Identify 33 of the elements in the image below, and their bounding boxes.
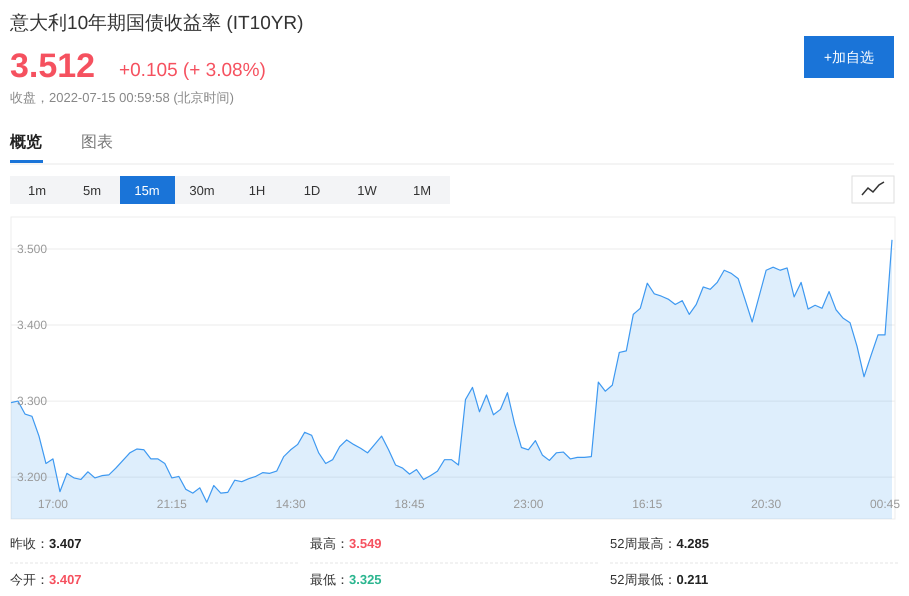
text: 52周最低：0.211: [610, 572, 708, 587]
y-tick-label: 3.400: [17, 318, 48, 332]
text: 1H: [248, 183, 266, 198]
text: 今开：3.407: [10, 572, 82, 587]
x-tick-label: 20:30: [751, 497, 782, 511]
y-tick-label: 3.500: [17, 242, 48, 256]
y-tick-label: 3.200: [17, 470, 48, 484]
text: 1M: [412, 183, 432, 198]
x-tick-label: 16:15: [632, 497, 663, 511]
text: 5m: [82, 183, 102, 198]
x-tick-label: 00:45: [870, 497, 900, 511]
text: 1W: [357, 183, 378, 198]
x-tick-label: 23:00: [513, 497, 544, 511]
x-tick-label: 21:15: [156, 497, 188, 511]
text: +0.105 (+ 3.08%): [119, 60, 266, 81]
text: 3.512: [10, 47, 96, 85]
text: 图表: [81, 133, 113, 151]
text: 52周最高：4.285: [610, 536, 710, 551]
text: 概览: [9, 133, 42, 151]
text: 30m: [189, 183, 215, 198]
text: 收盘，2022-07-15 00:59:58 (北京时间): [10, 90, 234, 105]
x-tick-label: 14:30: [276, 497, 306, 511]
x-tick-label: 18:45: [394, 497, 425, 511]
text: 15m: [134, 183, 160, 198]
x-tick-label: 17:00: [38, 497, 68, 511]
chart-title: 意大利10年期国债收益率 (IT10YR): [9, 12, 304, 34]
text: 1D: [304, 183, 320, 198]
text: 最高：3.549: [310, 536, 382, 551]
text: 1m: [28, 183, 46, 198]
text: 昨收：3.407: [10, 536, 82, 551]
text: +加自选: [824, 49, 874, 65]
text: 最低：3.325: [310, 572, 382, 587]
y-tick-label: 3.300: [17, 394, 48, 408]
